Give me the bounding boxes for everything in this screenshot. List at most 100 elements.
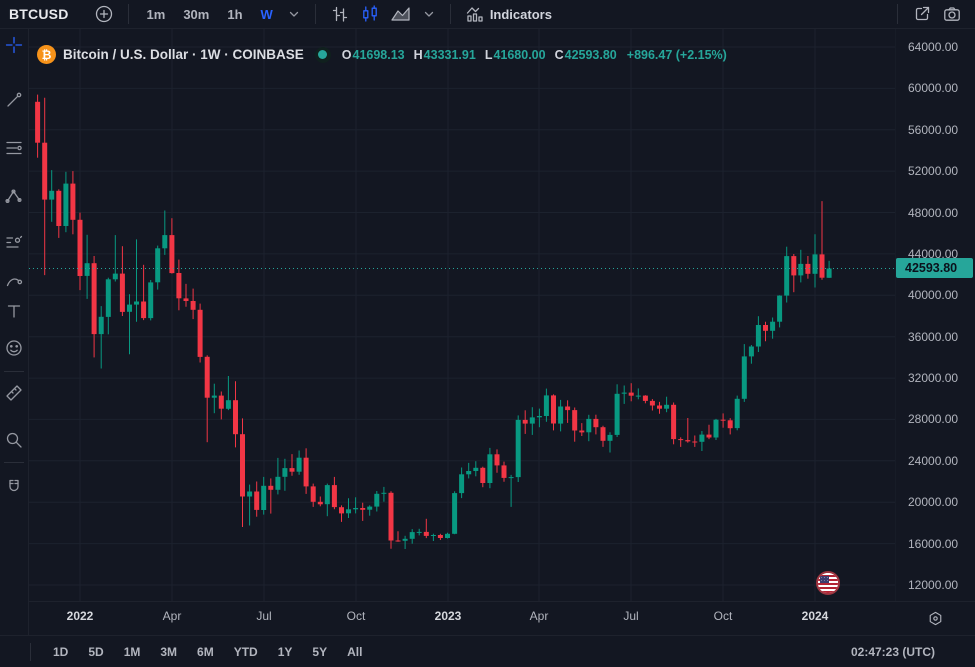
crosshair-icon (5, 36, 23, 54)
magnifier-icon (6, 432, 22, 448)
chart-style-candles-button[interactable] (355, 1, 385, 27)
open-in-new-window-button[interactable] (907, 1, 937, 27)
bars-chart-icon (332, 6, 347, 22)
low-value: 41680.00 (493, 47, 546, 62)
price-axis[interactable]: 42593.80 64000.00 60000.00 56000.00 52000.0… (895, 29, 975, 601)
sidebar-separator (4, 462, 24, 463)
price-axis-label: 56000.00 (908, 123, 959, 137)
economic-event-flag-icon[interactable] (816, 571, 840, 595)
price-axis-label: 16000.00 (908, 537, 959, 551)
camera-icon (944, 7, 960, 21)
candlestick-chart[interactable] (29, 29, 895, 601)
screenshot-button[interactable] (937, 1, 967, 27)
range-1y-button[interactable]: 1Y (277, 644, 293, 659)
plus-circle-icon (95, 5, 112, 23)
interval-30m-button[interactable]: 30m (183, 6, 210, 22)
price-axis-label: 32000.00 (908, 371, 959, 385)
compare-add-button[interactable] (89, 1, 119, 27)
range-ytd-button[interactable]: YTD (233, 644, 258, 659)
toolbar-separator (127, 4, 129, 24)
indicators-button[interactable]: Indicators (460, 1, 557, 27)
change-value: +896.47 (+2.15%) (626, 47, 727, 62)
chart-style-area-button[interactable] (385, 1, 417, 27)
drawing-toolbar (0, 29, 29, 635)
time-axis[interactable]: 2022 Apr Jul Oct 2023 Apr Jul Oct 2024 (29, 601, 895, 635)
zoom-tool-button[interactable] (2, 428, 26, 452)
trend-line-tool-button[interactable] (2, 88, 26, 112)
range-1m-button[interactable]: 1M (123, 644, 141, 659)
close-label: C (554, 47, 564, 62)
time-axis-label: 2022 (66, 609, 94, 623)
chevron-down-icon (289, 11, 298, 17)
price-axis-label: 20000.00 (908, 495, 959, 509)
range-all-button[interactable]: All (347, 644, 363, 659)
open-value: 41698.13 (352, 47, 405, 62)
area-chart-icon (391, 7, 410, 21)
toolbar-separator (897, 4, 898, 24)
crosshair-tool-button[interactable] (2, 33, 26, 57)
emoji-icon (6, 340, 22, 356)
price-axis-label: 28000.00 (908, 412, 959, 426)
top-toolbar: BTCUSD 1m 30m 1h W (0, 0, 975, 29)
sidebar-separator (4, 371, 24, 372)
chart-style-bars-button[interactable] (325, 1, 355, 27)
brush-icon (6, 278, 23, 287)
price-axis-label: 44000.00 (908, 247, 959, 261)
interval-1h-button[interactable]: 1h (227, 6, 243, 22)
bitcoin-logo-icon: ₿ (37, 45, 56, 64)
market-open-dot-icon (318, 50, 328, 59)
symbol-title[interactable]: Bitcoin / U.S. Dollar · 1W · COINBASE (63, 47, 304, 62)
price-axis-label: 48000.00 (908, 206, 959, 220)
range-6m-button[interactable]: 6M (197, 644, 214, 659)
indicators-icon (466, 7, 483, 22)
chart-legend: ₿ Bitcoin / U.S. Dollar · 1W · COINBASE … (37, 45, 727, 64)
range-1d-button[interactable]: 1D (53, 644, 69, 659)
ruler-icon (6, 385, 22, 401)
text-icon (7, 305, 21, 318)
emoji-tool-button[interactable] (2, 336, 26, 360)
brush-tool-button[interactable] (2, 270, 26, 294)
magnet-icon (9, 479, 19, 492)
time-axis-label: Oct (713, 609, 733, 623)
axis-settings-button[interactable] (895, 601, 975, 635)
indicators-label: Indicators (489, 6, 552, 22)
ohlc-values: O 41698.13 H 43331.91 L 41680.00 C 42593.80 … (342, 48, 727, 62)
chart-pane[interactable]: ₿ Bitcoin / U.S. Dollar · 1W · COINBASE … (29, 29, 895, 601)
time-axis-label: Apr (162, 609, 182, 623)
text-tool-button[interactable] (2, 299, 26, 323)
external-link-icon (915, 6, 930, 21)
price-axis-label: 24000.00 (908, 454, 959, 468)
price-axis-label: 36000.00 (908, 330, 959, 344)
time-axis-label: 2023 (434, 609, 462, 623)
bottombar-separator (30, 642, 31, 661)
fib-retracement-tool-button[interactable] (2, 136, 26, 160)
last-price-tag: 42593.80 (896, 258, 973, 278)
range-5d-button[interactable]: 5D (88, 644, 104, 659)
close-value: 42593.80 (564, 47, 617, 62)
measure-tool-button[interactable] (2, 381, 26, 405)
symbol-name[interactable]: BTCUSD (9, 6, 69, 22)
price-axis-label: 40000.00 (908, 288, 959, 302)
price-axis-label: 52000.00 (908, 164, 959, 178)
time-axis-label: 2024 (801, 609, 829, 623)
forecast-tool-button[interactable] (2, 231, 26, 255)
range-5y-button[interactable]: 5Y (312, 644, 328, 659)
pattern-tool-button[interactable] (2, 184, 26, 208)
candles-chart-icon (362, 5, 377, 22)
price-axis-label: 64000.00 (908, 40, 959, 54)
time-axis-label: Jul (623, 609, 639, 623)
magnet-tool-button[interactable] (2, 475, 26, 499)
interval-1w-button[interactable]: W (260, 6, 273, 22)
market-status-indicator[interactable] (314, 46, 331, 63)
chart-style-menu-button[interactable] (417, 1, 441, 27)
us-flag-canton (820, 576, 829, 583)
clock-utc[interactable]: 02:47:23 (UTC) (850, 644, 935, 659)
gear-icon (929, 611, 941, 626)
high-value: 43331.91 (423, 47, 476, 62)
time-axis-label: Apr (529, 609, 549, 623)
toolbar-separator (314, 4, 316, 24)
range-3m-button[interactable]: 3M (160, 644, 178, 659)
interval-menu-button[interactable] (282, 1, 306, 27)
interval-1m-button[interactable]: 1m (146, 6, 166, 22)
